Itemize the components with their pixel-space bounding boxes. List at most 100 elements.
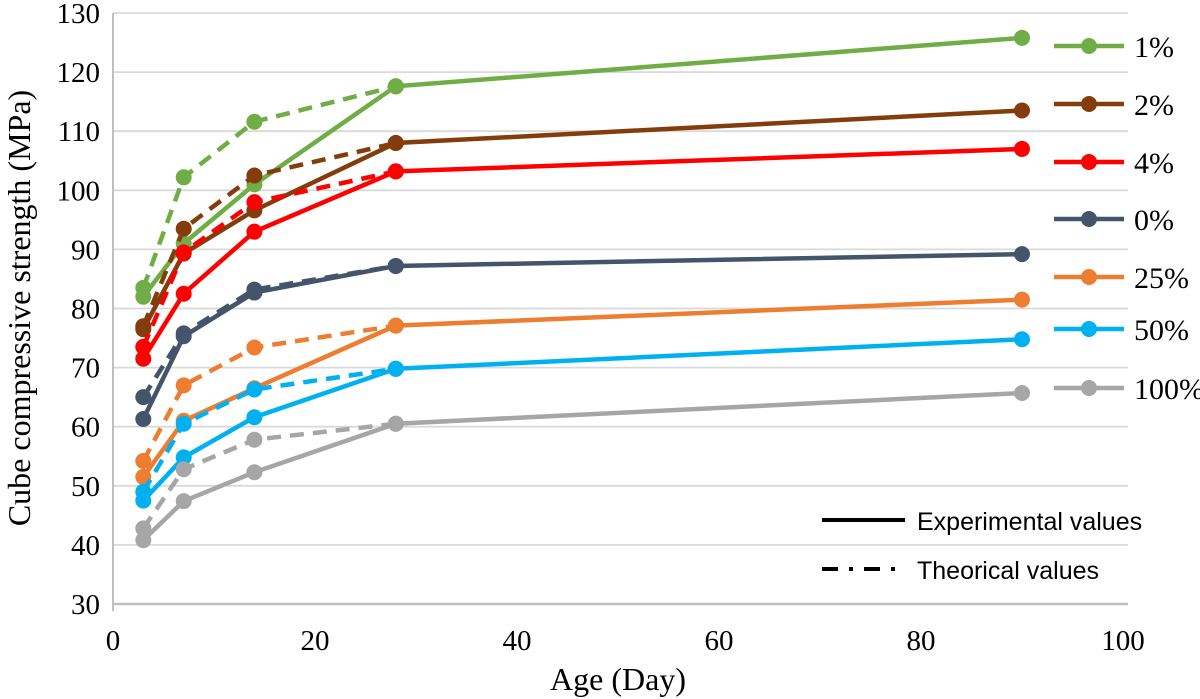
y-tick-label-40: 40: [71, 530, 100, 562]
series-100pct-experimental-point-day90: [1014, 385, 1030, 402]
series-25pct-experimental-point-day28: [387, 317, 404, 334]
legend-label-25pct: 25%: [1134, 262, 1189, 295]
series-0pct-experimental-point-day90: [1014, 246, 1030, 263]
series-0pct-experimental-line: [141, 251, 1025, 422]
series-0pct-theoretical-point-day3: [135, 389, 152, 406]
x-tick-label-0: 0: [106, 625, 121, 657]
legend-swatch-marker-100pct: [1081, 380, 1097, 396]
series-25pct-theoretical-point-day7: [175, 377, 192, 394]
series-0pct-theoretical-line: [141, 263, 397, 399]
legend-item-1pct: 1%: [1054, 31, 1174, 64]
y-tick-label-60: 60: [71, 412, 100, 444]
series-50pct-experimental-point-day7: [175, 449, 192, 466]
x-tick-label-40: 40: [503, 625, 532, 657]
series-1pct-experimental-point-day3: [135, 288, 152, 305]
series-4pct: [135, 140, 1030, 367]
y-tick-label-50: 50: [71, 471, 100, 503]
series-50pct-experimental-point-day28: [387, 360, 404, 377]
series-0pct: [135, 246, 1030, 428]
series-4pct-theoretical-point-day14: [246, 194, 263, 211]
series-25pct-theoretical-point-day14: [246, 339, 263, 356]
series-100pct-theoretical-point-day3: [135, 520, 152, 537]
legend-item-0pct: 0%: [1054, 204, 1174, 237]
experimental-legend-label: Experimental values: [917, 508, 1142, 536]
legend-label-2pct: 2%: [1134, 89, 1174, 122]
series-2pct-theoretical-point-day7: [175, 220, 192, 237]
series-100pct-experimental-point-day14: [246, 464, 263, 481]
legend-item-25pct: 25%: [1054, 262, 1189, 295]
series-100pct: [135, 385, 1030, 549]
series-100pct-experimental-point-day7: [175, 493, 192, 510]
series-100pct-experimental-point-day3: [135, 532, 152, 549]
legend-swatch-marker-0pct: [1081, 211, 1097, 227]
x-axis-title: Age (Day): [550, 661, 686, 697]
series-4pct-theoretical-point-day3: [135, 338, 152, 355]
line-style-legend: Experimental values Theorical values: [822, 508, 1142, 585]
legend-label-4pct: 4%: [1134, 147, 1174, 180]
series-50pct-theoretical-point-day7: [175, 415, 192, 432]
series-2pct-experimental-point-day3: [135, 321, 152, 338]
series-4pct-experimental-point-day28: [387, 163, 404, 180]
legend-item-4pct: 4%: [1054, 147, 1174, 180]
legend-swatch-marker-1pct: [1081, 38, 1097, 54]
series-50pct-experimental-line: [141, 336, 1025, 503]
legend-label-100pct: 100%: [1134, 373, 1200, 406]
series-legend: 1% 2% 4% 0% 25% 50% 100%: [1054, 31, 1200, 406]
series-100pct-experimental-point-day28: [387, 415, 404, 432]
series-4pct-theoretical-line: [141, 169, 397, 348]
y-tick-label-100: 100: [57, 175, 101, 207]
legend-item-100pct: 100%: [1054, 373, 1200, 406]
series-0pct-experimental-point-day7: [175, 328, 192, 345]
legend-label-0pct: 0%: [1134, 204, 1174, 237]
series-4pct-theoretical-point-day7: [175, 244, 192, 261]
legend-swatch-marker-50pct: [1081, 321, 1097, 337]
series-25pct-theoretical-point-day3: [135, 452, 152, 469]
series-4pct-experimental-point-day7: [175, 285, 192, 302]
x-tick-label-80: 80: [907, 625, 936, 657]
y-tick-label-120: 120: [57, 57, 101, 89]
legend-swatch-marker-4pct: [1081, 154, 1097, 170]
series-50pct-experimental-point-day3: [135, 492, 152, 509]
series-25pct-experimental-line: [141, 297, 1025, 480]
tick-labels-group: 30 40 50 60 70 80 90 100 110 120 130 0 20 40 60 80 100: [57, 0, 1145, 657]
series-100pct-theoretical-point-day7: [175, 461, 192, 478]
series-1pct-theoretical-point-day7: [175, 169, 192, 186]
series-1pct-experimental-point-day28: [387, 78, 404, 95]
series-4pct-experimental-point-day3: [135, 350, 152, 367]
legend-item-2pct: 2%: [1054, 89, 1174, 122]
series-100pct-theoretical-point-day14: [246, 431, 263, 448]
y-tick-label-30: 30: [71, 589, 100, 621]
x-tick-label-100: 100: [1101, 625, 1145, 657]
series-2pct-experimental-point-day90: [1014, 102, 1030, 119]
series-50pct: [135, 331, 1030, 509]
series-4pct-experimental-point-day14: [246, 223, 263, 240]
series-4pct-experimental-line: [141, 146, 1025, 361]
legend-swatch-marker-2pct: [1081, 96, 1097, 112]
series-2pct-theoretical-point-day14: [246, 167, 263, 184]
series-0pct-experimental-point-day28: [387, 257, 404, 274]
series-2pct-theoretical-line: [141, 140, 397, 328]
series-4pct-experimental-point-day90: [1014, 140, 1030, 157]
series-2pct-experimental-line: [141, 108, 1025, 332]
y-tick-label-110: 110: [58, 116, 100, 148]
y-tick-label-90: 90: [71, 234, 100, 266]
series-group: [135, 29, 1030, 549]
y-tick-label-130: 130: [57, 0, 101, 30]
series-50pct-theoretical-line: [141, 366, 397, 493]
series-50pct-theoretical-point-day14: [246, 381, 263, 398]
y-axis-title: Cube compressive strength (MPa): [1, 90, 37, 526]
series-2pct: [135, 102, 1030, 338]
series-25pct-theoretical-line: [141, 323, 397, 463]
y-tick-label-80: 80: [71, 294, 100, 326]
series-50pct-experimental-point-day90: [1014, 331, 1030, 348]
series-50pct-experimental-point-day14: [246, 409, 263, 426]
series-1pct-theoretical-line: [141, 84, 397, 289]
series-25pct-experimental-point-day90: [1014, 291, 1030, 308]
y-tick-label-70: 70: [71, 353, 100, 385]
legend-item-50pct: 50%: [1054, 314, 1189, 347]
series-100pct-theoretical-line: [141, 421, 397, 530]
x-tick-label-60: 60: [705, 625, 734, 657]
series-0pct-experimental-point-day3: [135, 411, 152, 428]
